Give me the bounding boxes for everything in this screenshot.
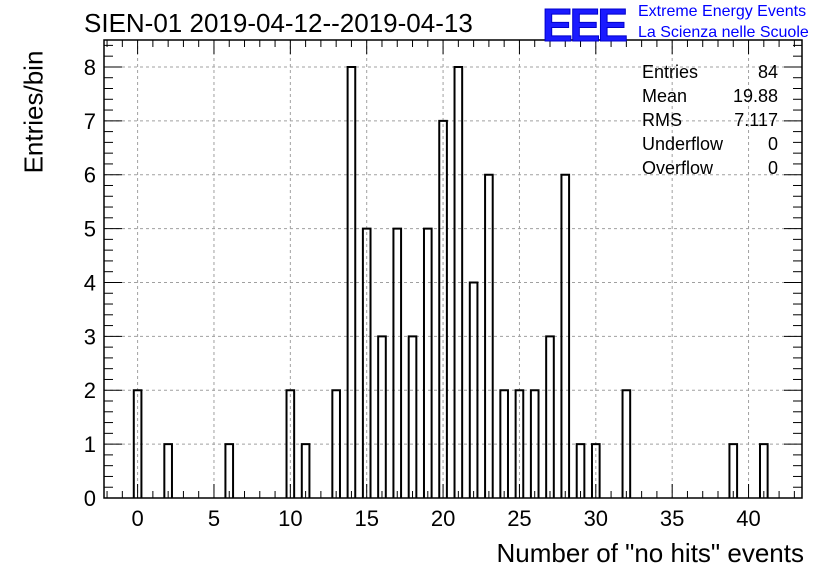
stat-value: 7.117	[734, 110, 778, 130]
histogram-bar	[132, 389, 143, 498]
histogram-bar	[422, 227, 433, 498]
stat-value: 0	[767, 134, 778, 154]
histogram-bar	[514, 389, 525, 498]
histogram-bar	[392, 227, 403, 498]
stat-value: 19.88	[732, 86, 778, 106]
stat-label: Overflow	[642, 158, 714, 178]
y-tick-label: 7	[84, 109, 96, 134]
stat-value: 0	[767, 158, 778, 178]
stat-row-mean: Mean 19.88	[642, 84, 778, 108]
histogram-bar	[224, 443, 235, 498]
histogram-bar	[377, 335, 387, 498]
x-tick-label: 0	[131, 506, 143, 531]
stat-row-overflow: Overflow 0	[642, 156, 778, 180]
y-tick-label: 5	[84, 217, 96, 242]
histogram-bar	[590, 443, 601, 498]
stat-label: Underflow	[642, 134, 724, 154]
histogram-bar	[163, 443, 173, 498]
histogram-bar	[758, 443, 769, 498]
histogram-bar	[361, 227, 372, 498]
histogram-bar	[529, 389, 540, 498]
histogram-bar	[285, 389, 296, 498]
y-tick-label: 4	[84, 270, 96, 295]
y-axis-label: Entries/bin	[18, 50, 49, 174]
x-tick-label: 20	[431, 506, 455, 531]
x-tick-label: 25	[507, 506, 531, 531]
x-tick-label: 30	[584, 506, 608, 531]
stats-box: Entries 84 Mean 19.88 RMS 7.117 Underflo…	[642, 60, 778, 180]
y-tick-label: 3	[84, 324, 96, 349]
histogram-bar	[468, 281, 479, 498]
stat-label: Entries	[642, 62, 699, 82]
y-tick-label: 1	[84, 432, 96, 457]
histogram-bar	[560, 173, 571, 498]
histogram-bar	[438, 119, 448, 498]
x-tick-label: 5	[208, 506, 220, 531]
x-tick-label: 10	[278, 506, 302, 531]
plot-frame	[103, 39, 803, 499]
x-tick-label: 40	[736, 506, 760, 531]
stat-value: 84	[757, 62, 778, 82]
histogram-bar	[499, 389, 509, 498]
histogram-bar	[575, 443, 586, 498]
logo-line-1: Extreme Energy Events	[638, 3, 807, 20]
x-tick-label: 35	[660, 506, 684, 531]
histogram-bar	[346, 65, 357, 498]
eee-logo-mark: EEE	[541, 0, 628, 51]
histogram-bar	[545, 335, 555, 498]
histogram-bar	[484, 173, 494, 498]
histogram-bar	[621, 389, 632, 498]
stat-label: RMS	[642, 110, 682, 130]
stat-label: Mean	[642, 86, 688, 106]
y-tick-label: 8	[84, 55, 96, 80]
x-axis-label: Number of "no hits" events	[496, 538, 805, 568]
x-tick-label: 15	[354, 506, 378, 531]
histogram-bar	[728, 443, 739, 498]
histogram-bar	[407, 335, 418, 498]
logo-line-2: La Scienza nelle Scuole	[638, 24, 809, 41]
y-tick-label: 2	[84, 378, 96, 403]
stat-row-entries: Entries 84	[642, 60, 778, 84]
histogram-bar	[453, 65, 464, 498]
chart-title: SIEN-01 2019-04-12--2019-04-13	[84, 8, 473, 38]
y-tick-label: 6	[84, 163, 96, 188]
stat-row-underflow: Underflow 0	[642, 132, 778, 156]
histogram-bar	[300, 443, 311, 498]
stat-row-rms: RMS 7.117	[642, 108, 778, 132]
histogram-bar	[331, 389, 341, 498]
y-tick-label: 0	[84, 486, 96, 511]
